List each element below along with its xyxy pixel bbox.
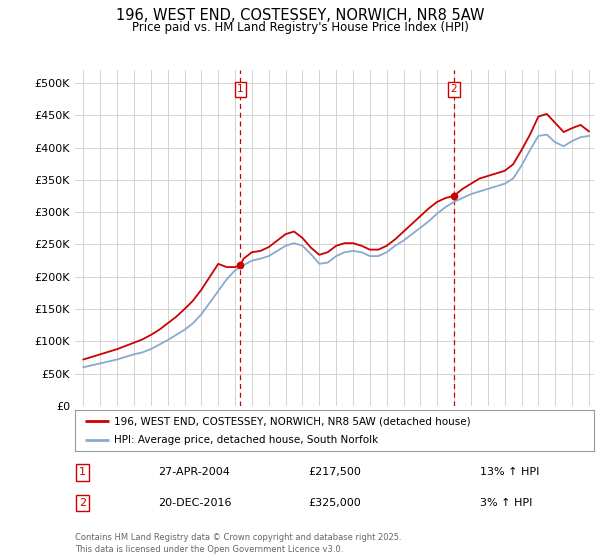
Text: 2: 2 [79,498,86,508]
Text: 20-DEC-2016: 20-DEC-2016 [158,498,232,508]
Text: £325,000: £325,000 [308,498,361,508]
Text: Contains HM Land Registry data © Crown copyright and database right 2025.
This d: Contains HM Land Registry data © Crown c… [75,533,401,554]
Text: 27-APR-2004: 27-APR-2004 [158,468,230,478]
Text: 1: 1 [237,85,244,95]
Text: 196, WEST END, COSTESSEY, NORWICH, NR8 5AW: 196, WEST END, COSTESSEY, NORWICH, NR8 5… [116,8,484,24]
Text: 3% ↑ HPI: 3% ↑ HPI [480,498,532,508]
Text: Price paid vs. HM Land Registry's House Price Index (HPI): Price paid vs. HM Land Registry's House … [131,21,469,34]
Text: HPI: Average price, detached house, South Norfolk: HPI: Average price, detached house, Sout… [114,435,378,445]
Text: 2: 2 [451,85,457,95]
Text: 13% ↑ HPI: 13% ↑ HPI [480,468,539,478]
Text: £217,500: £217,500 [308,468,361,478]
Text: 1: 1 [79,468,86,478]
Text: 196, WEST END, COSTESSEY, NORWICH, NR8 5AW (detached house): 196, WEST END, COSTESSEY, NORWICH, NR8 5… [114,417,470,426]
